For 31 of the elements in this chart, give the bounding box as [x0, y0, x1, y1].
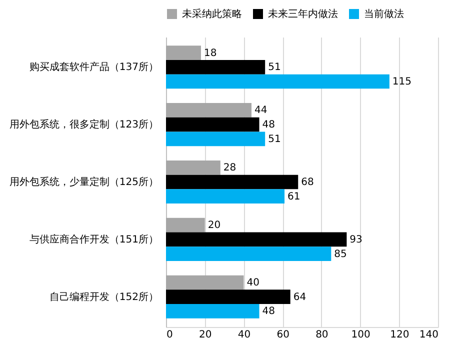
x-tick-label: 20 — [198, 330, 212, 340]
x-tick-label: 140 — [419, 330, 438, 340]
data-label: 18 — [204, 48, 217, 59]
data-label: 44 — [254, 105, 268, 116]
data-label: 68 — [301, 177, 314, 188]
y-tick-label: 用外包系统，很多定制（123所） — [9, 118, 158, 131]
legend-label: 未来三年内做法 — [268, 8, 338, 20]
y-tick-label: 用外包系统，少量定制（125所） — [9, 176, 158, 188]
legend-label: 未采纳此策略 — [182, 8, 242, 20]
data-label: 51 — [268, 62, 281, 74]
y-tick-label: 与供应商合作开发（151所） — [29, 233, 158, 246]
data-label: 48 — [262, 120, 275, 131]
legend-label: 当前做法 — [364, 8, 404, 20]
data-label: 40 — [246, 277, 260, 288]
data-label: 85 — [334, 248, 347, 260]
y-tick-label: 自己编程开发（152所） — [49, 290, 158, 303]
x-tick-label: 120 — [390, 330, 410, 340]
x-tick-label: 80 — [316, 330, 328, 340]
data-label: 20 — [208, 220, 221, 232]
data-label: 48 — [262, 306, 275, 318]
data-label: 115 — [392, 76, 412, 88]
y-tick-label: 购买成套软件产品（137所） — [29, 61, 158, 74]
data-label: 93 — [350, 234, 362, 246]
data-label: 61 — [288, 191, 300, 202]
x-tick-label: 100 — [351, 330, 370, 340]
x-tick-label: 0 — [166, 330, 173, 340]
data-label: 28 — [223, 162, 236, 174]
data-label: 64 — [293, 292, 306, 303]
x-tick-label: 40 — [238, 330, 251, 340]
x-tick-label: 60 — [276, 330, 290, 340]
data-label: 51 — [268, 134, 281, 145]
